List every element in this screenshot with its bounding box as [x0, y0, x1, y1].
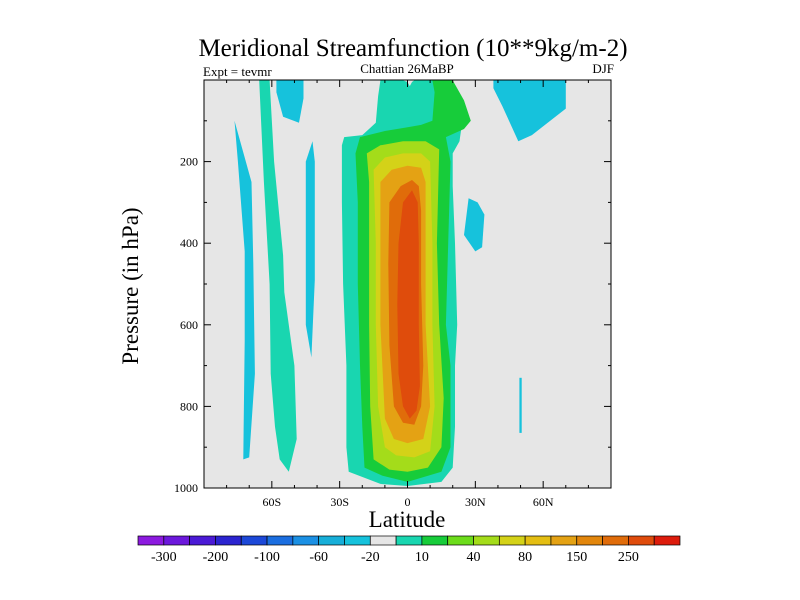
- x-axis-label: Latitude: [369, 507, 446, 532]
- colorbar-box: [344, 535, 371, 546]
- colorbar-box: [628, 535, 655, 546]
- y-tick-label: 1000: [174, 481, 198, 495]
- colorbar-box: [421, 535, 449, 546]
- colorbar-box: [473, 535, 500, 546]
- colorbar-box: [395, 535, 423, 546]
- contour-region-nh-sliver-negative: [519, 377, 522, 433]
- colorbar-box: [292, 535, 320, 546]
- y-tick-label: 800: [180, 399, 198, 413]
- colorbar-box: [498, 535, 526, 546]
- colorbar-box: [137, 535, 165, 546]
- colorbar-label: -60: [309, 550, 328, 565]
- colorbar-box: [550, 535, 578, 546]
- contour-region-nh-upper-negative: [493, 80, 566, 142]
- colorbar-label: 10: [415, 550, 429, 565]
- colorbar-box: [447, 535, 474, 546]
- colorbar-box: [163, 535, 190, 546]
- subtitle-center: Chattian 26MaBP: [360, 61, 454, 76]
- colorbar-box: [602, 535, 629, 546]
- x-tick-label: 60S: [262, 495, 281, 509]
- x-tick-label: 30N: [465, 495, 486, 509]
- colorbar-box: [189, 535, 216, 546]
- colorbar-label: -100: [254, 550, 280, 565]
- colorbar-box: [576, 535, 603, 546]
- colorbar-label: 150: [566, 550, 587, 565]
- contour-region-sh-upper-negative: [276, 80, 304, 123]
- colorbar-label: 250: [618, 550, 639, 565]
- colorbar-box: [318, 535, 345, 546]
- colorbar-label: 80: [518, 550, 532, 565]
- x-tick-label: 30S: [330, 495, 349, 509]
- colorbar: -300 -200 -100 -60 -20 10 40 80 150 250: [137, 535, 681, 565]
- contour-region-sh-polar-negative: [234, 120, 255, 460]
- colorbar-box: [369, 535, 397, 546]
- colorbar-label: -200: [203, 550, 229, 565]
- colorbar-box: [215, 535, 242, 546]
- colorbar-box: [524, 535, 552, 546]
- x-ticks: 60S 30S 0 30N 60N: [226, 80, 589, 509]
- contour-region-hadley-level-7: [397, 190, 420, 419]
- colorbar-label: -300: [151, 550, 177, 565]
- y-axis-label: Pressure (in hPa): [118, 207, 143, 364]
- x-tick-label: 60N: [533, 495, 554, 509]
- colorbar-box: [653, 535, 681, 546]
- y-tick-label: 400: [180, 236, 198, 250]
- subtitle-right: DJF: [592, 61, 614, 76]
- subtitle-left: Expt = tevmr: [203, 64, 272, 79]
- contour-region-nh-midlat-negative: [464, 198, 485, 252]
- colorbar-box: [240, 535, 268, 546]
- x-tick-label: 0: [405, 495, 411, 509]
- y-tick-label: 200: [180, 155, 198, 169]
- colorbar-box: [266, 535, 294, 546]
- chart-title: Meridional Streamfunction (10**9kg/m-2): [198, 35, 627, 62]
- y-tick-label: 600: [180, 318, 198, 332]
- contour-regions: [204, 80, 611, 488]
- colorbar-label: -20: [361, 550, 380, 565]
- colorbar-label: 40: [467, 550, 481, 565]
- y-ticks: 200 400 600 800 1000: [174, 120, 611, 495]
- contour-region-sh-positive-band: [259, 80, 297, 472]
- contour-region-sh-midlat-negative: [305, 141, 315, 358]
